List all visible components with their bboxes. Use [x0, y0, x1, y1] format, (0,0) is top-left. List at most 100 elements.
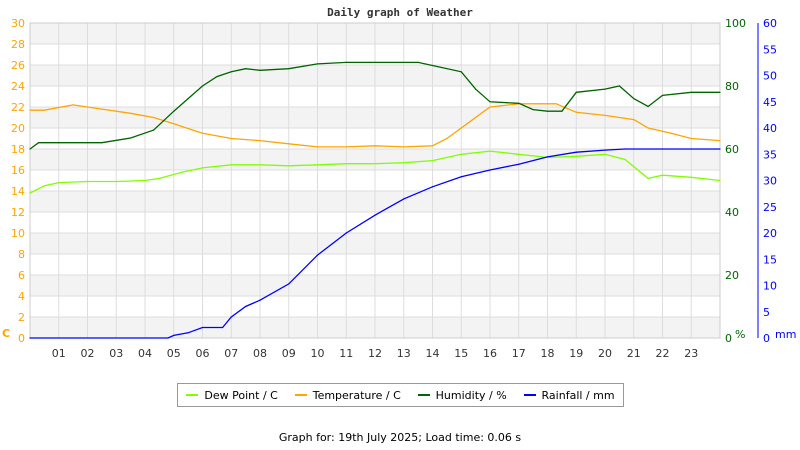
data-point [101, 108, 103, 110]
x-tick-label: 04 [138, 347, 152, 360]
data-point [575, 151, 577, 153]
y-tick-rain: 0 [763, 332, 770, 345]
data-point [316, 254, 319, 256]
data-point [288, 165, 290, 167]
y-tick-left: 10 [11, 227, 25, 240]
data-point [518, 163, 520, 165]
y-axis-label-humidity: % [735, 328, 745, 341]
data-point [489, 169, 491, 171]
y-tick-rain: 30 [763, 175, 777, 188]
data-point [288, 143, 290, 145]
data-point [345, 163, 347, 165]
y-tick-rain: 45 [763, 96, 777, 109]
data-point [58, 142, 60, 144]
data-point [460, 71, 462, 73]
data-point [431, 145, 434, 147]
data-point [604, 114, 606, 116]
data-point [546, 156, 549, 158]
data-point [690, 176, 692, 178]
x-tick-label: 21 [627, 347, 641, 360]
data-point [230, 316, 232, 318]
y-tick-left: 12 [11, 206, 25, 219]
data-point [153, 116, 155, 119]
x-tick-label: 07 [224, 347, 238, 360]
data-point [374, 163, 376, 165]
data-point [719, 91, 721, 93]
y-tick-humidity: 100 [725, 17, 746, 30]
legend: Dew Point / C Temperature / C Humidity / %… [177, 383, 624, 407]
chart-title: Daily graph of Weather [327, 6, 473, 19]
data-point [466, 123, 468, 125]
y-tick-left: 6 [18, 269, 25, 282]
data-point [604, 88, 606, 90]
x-tick-label: 18 [541, 347, 555, 360]
data-point [431, 64, 434, 67]
data-point [222, 326, 224, 329]
data-point [173, 110, 175, 112]
data-point [86, 180, 89, 183]
y-tick-rain: 55 [763, 43, 777, 56]
data-point [518, 153, 520, 155]
data-point [417, 61, 419, 63]
x-tick-label: 19 [569, 347, 583, 360]
data-point [181, 171, 183, 173]
data-point [167, 337, 169, 339]
y-tick-left: 14 [11, 185, 25, 198]
x-tick-label: 01 [52, 347, 66, 360]
data-point [158, 177, 160, 179]
legend-item: Rainfall / mm [523, 389, 615, 402]
data-point [43, 109, 45, 111]
data-point [624, 148, 626, 150]
data-point [345, 61, 347, 63]
y-tick-humidity: 80 [725, 80, 739, 93]
data-point [460, 153, 462, 155]
data-point [259, 140, 261, 142]
data-point [201, 85, 204, 87]
data-point [604, 153, 606, 155]
y-tick-humidity: 40 [725, 206, 739, 219]
data-point [173, 123, 175, 125]
legend-swatch [523, 394, 536, 396]
y-tick-humidity: 0 [725, 332, 732, 345]
legend-label: Humidity / % [435, 388, 507, 402]
data-point [43, 185, 45, 187]
data-point [403, 146, 405, 148]
legend-item: Humidity / % [417, 388, 507, 402]
data-point [216, 75, 218, 78]
x-tick-label: 09 [282, 347, 296, 360]
data-point [230, 71, 232, 73]
data-point [575, 155, 577, 157]
series-line-dew [29, 150, 721, 194]
data-point [532, 109, 534, 111]
y-tick-left: 30 [11, 17, 25, 30]
data-point [719, 148, 721, 150]
x-tick-label: 12 [368, 347, 382, 360]
footer-text: Graph for: 19th July 2025; Load time: 0.… [278, 431, 522, 444]
data-point [575, 111, 577, 113]
data-point [29, 192, 31, 194]
y-tick-rain: 20 [763, 227, 777, 240]
y-tick-humidity: 20 [725, 269, 739, 282]
data-point [38, 142, 40, 144]
data-point [489, 101, 491, 103]
legend-swatch [186, 394, 199, 396]
y-tick-humidity: 60 [725, 143, 739, 156]
x-tick-label: 20 [598, 347, 612, 360]
data-point [647, 105, 649, 108]
data-point [245, 305, 247, 308]
x-tick-label: 08 [253, 347, 267, 360]
data-point [316, 146, 319, 148]
legend-label: Dew Point / C [204, 388, 278, 402]
data-point [230, 137, 232, 140]
y-axis-label-rain: mm [775, 328, 796, 341]
data-point [647, 127, 649, 129]
data-point [29, 109, 31, 111]
x-tick-label: 13 [397, 347, 411, 360]
y-tick-left: 0 [18, 332, 25, 345]
data-point [690, 91, 692, 93]
data-point [230, 164, 232, 166]
data-point [29, 337, 31, 339]
x-tick-label: 14 [426, 347, 440, 360]
y-tick-rain: 35 [763, 148, 777, 161]
